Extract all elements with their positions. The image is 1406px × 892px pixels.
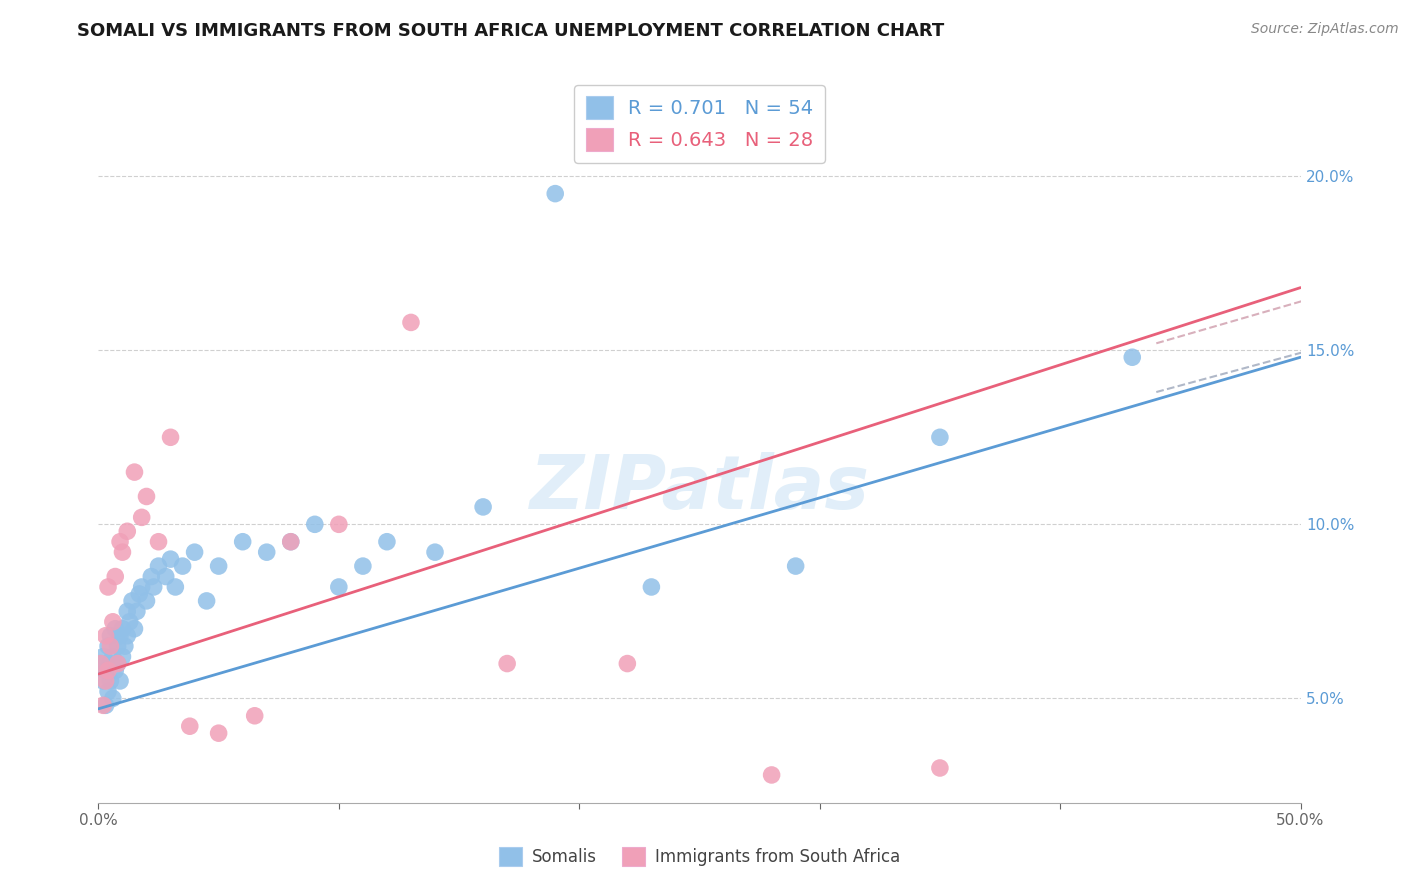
Point — [183, 545, 205, 559]
Point — [107, 657, 129, 671]
Point — [114, 639, 136, 653]
Point — [172, 559, 194, 574]
Point — [100, 657, 122, 671]
Point — [280, 534, 302, 549]
Point — [761, 768, 783, 782]
Point — [90, 657, 112, 671]
Point — [131, 580, 153, 594]
Point — [101, 691, 124, 706]
Point — [928, 430, 950, 444]
Point — [208, 726, 231, 740]
Point — [141, 569, 163, 583]
Point — [97, 639, 120, 653]
Point — [785, 559, 807, 574]
Point — [125, 604, 148, 618]
Point — [101, 615, 124, 629]
Point — [107, 639, 129, 653]
Point — [232, 534, 254, 549]
Point — [544, 186, 567, 201]
Point — [108, 629, 131, 643]
Point — [256, 545, 278, 559]
Point — [91, 673, 114, 688]
Point — [148, 534, 170, 549]
Point — [304, 517, 326, 532]
Point — [91, 698, 114, 713]
Point — [280, 534, 302, 549]
Point — [135, 594, 157, 608]
Point — [108, 534, 131, 549]
Point — [128, 587, 150, 601]
Point — [117, 629, 139, 643]
Text: ZIPatlas: ZIPatlas — [530, 452, 869, 525]
Text: SOMALI VS IMMIGRANTS FROM SOUTH AFRICA UNEMPLOYMENT CORRELATION CHART: SOMALI VS IMMIGRANTS FROM SOUTH AFRICA U… — [77, 22, 945, 40]
Point — [375, 534, 398, 549]
Point — [97, 684, 120, 698]
Point — [159, 552, 181, 566]
Point — [104, 664, 127, 678]
Point — [142, 580, 165, 594]
Point — [118, 615, 141, 629]
Point — [928, 761, 950, 775]
Point — [423, 545, 446, 559]
Point — [117, 524, 139, 539]
Point — [124, 465, 146, 479]
Point — [640, 580, 662, 594]
Point — [328, 580, 350, 594]
Point — [101, 649, 124, 664]
Point — [104, 569, 127, 583]
Point — [117, 604, 139, 618]
Point — [208, 559, 231, 574]
Point — [111, 545, 134, 559]
Point — [159, 430, 181, 444]
Point — [399, 315, 422, 329]
Point — [148, 559, 170, 574]
Point — [108, 673, 131, 688]
Point — [94, 698, 117, 713]
Point — [100, 639, 122, 653]
Point — [179, 719, 201, 733]
Point — [472, 500, 495, 514]
Point — [131, 510, 153, 524]
Point — [94, 673, 117, 688]
Legend: Somalis, Immigrants from South Africa: Somalis, Immigrants from South Africa — [492, 840, 907, 873]
Point — [111, 622, 134, 636]
Point — [90, 657, 112, 671]
Point — [104, 622, 127, 636]
Point — [328, 517, 350, 532]
Point — [124, 622, 146, 636]
Point — [195, 594, 218, 608]
Point — [1121, 350, 1143, 364]
Point — [352, 559, 374, 574]
Point — [135, 490, 157, 504]
Point — [97, 580, 120, 594]
Point — [94, 629, 117, 643]
Point — [243, 708, 266, 723]
Point — [165, 580, 187, 594]
Point — [94, 664, 117, 678]
Point — [121, 594, 143, 608]
Point — [91, 649, 114, 664]
Point — [97, 664, 120, 678]
Point — [496, 657, 519, 671]
Text: Source: ZipAtlas.com: Source: ZipAtlas.com — [1251, 22, 1399, 37]
Point — [111, 649, 134, 664]
Point — [155, 569, 177, 583]
Point — [100, 629, 122, 643]
Point — [107, 657, 129, 671]
Point — [616, 657, 638, 671]
Point — [100, 673, 122, 688]
